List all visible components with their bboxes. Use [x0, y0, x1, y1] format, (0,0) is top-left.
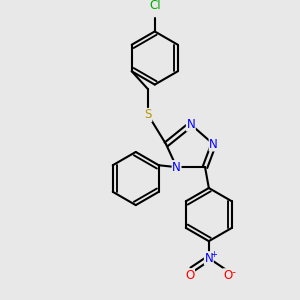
Text: N: N	[172, 160, 181, 174]
Text: S: S	[144, 109, 152, 122]
Text: Cl: Cl	[149, 0, 161, 13]
Text: +: +	[210, 250, 217, 259]
Text: N: N	[205, 252, 213, 265]
Text: N: N	[209, 138, 218, 151]
Text: N: N	[186, 118, 195, 131]
Text: O: O	[185, 269, 194, 282]
Text: O: O	[223, 269, 232, 282]
Text: -: -	[232, 268, 236, 278]
